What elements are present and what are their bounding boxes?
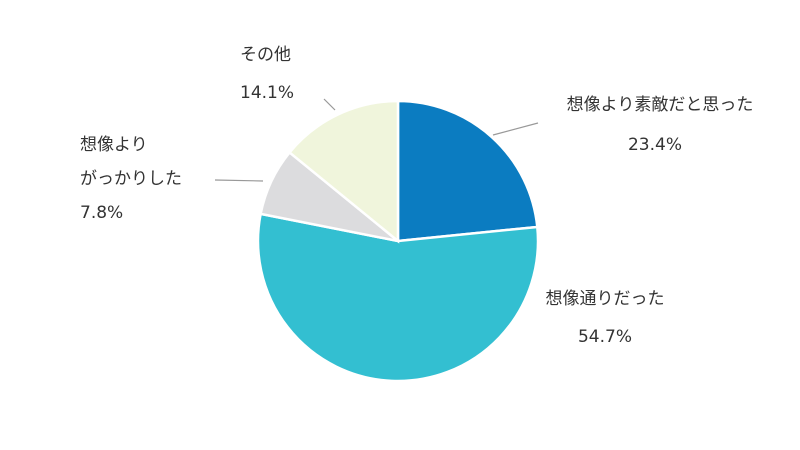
value-label: 7.8%: [80, 203, 124, 223]
value-label: 14.1%: [240, 83, 295, 103]
category-label: 想像通りだった: [545, 289, 665, 309]
pie-slice: [287, 99, 400, 244]
category-label: その他: [240, 45, 291, 65]
category-label: 想像より素敵だと思った: [566, 95, 754, 115]
pie-slice: [256, 212, 540, 383]
category-label: 想像より がっかりした: [80, 135, 182, 189]
leader-line: [323, 98, 336, 111]
pie-slice: [396, 99, 539, 243]
leader-line: [214, 179, 264, 182]
leader-line: [492, 122, 539, 136]
value-label: 54.7%: [577, 327, 632, 347]
value-label: 23.4%: [627, 135, 682, 155]
